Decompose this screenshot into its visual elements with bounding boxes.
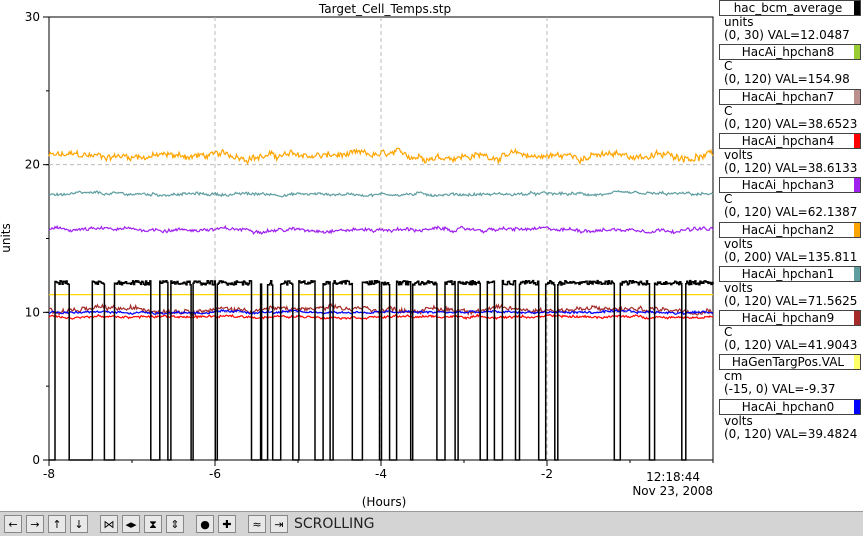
compress-vertical-icon: ⇕ — [170, 517, 180, 531]
zoom-out-icon: ● — [200, 517, 210, 531]
y-tick-label: 20 — [25, 158, 40, 172]
scrolling-status: SCROLLING — [294, 516, 375, 532]
legend-entry-range: (0, 200) VAL=135.811 — [724, 249, 858, 264]
scroll-up-button[interactable]: ↑ — [48, 515, 66, 533]
legend-entry-range: (0, 120) VAL=41.9043 — [724, 338, 858, 353]
legend-entry-name: HacAi_hpchan9 — [719, 310, 861, 327]
x-axis-label: (Hours) — [362, 495, 407, 509]
expand-vertical-button[interactable]: ⧗ — [144, 515, 162, 533]
legend-entry[interactable]: HacAi_hpchan2 volts (0, 200) VAL=135.811 — [718, 221, 863, 266]
legend-entry[interactable]: HacAi_hpchan7 C (0, 120) VAL=38.6523 — [718, 88, 863, 133]
legend-entry-units: C — [724, 103, 733, 118]
legend-entry[interactable]: HacAi_hpchan1 volts (0, 120) VAL=71.5625 — [718, 265, 863, 310]
legend-entry[interactable]: HacAi_hpchan3 C (0, 120) VAL=62.1387 — [718, 177, 863, 221]
legend-entry-range: (0, 120) VAL=38.6133 — [724, 160, 858, 175]
legend-entry-name: HacAi_hpchan1 — [719, 265, 861, 282]
scroll-down-icon: ↓ — [74, 517, 84, 531]
scroll-left-icon: ← — [8, 517, 18, 531]
y-tick-label: 30 — [25, 10, 40, 24]
legend-entry-units: cm — [724, 369, 743, 384]
legend-entry-units: C — [724, 325, 733, 340]
x-tick-label: -6 — [209, 467, 221, 481]
legend-entry-range: (0, 120) VAL=154.98 — [724, 72, 850, 87]
legend-entry-name: hac_bcm_average — [719, 0, 861, 16]
legend-entry-units: volts — [724, 147, 753, 162]
x-tick-label: -4 — [375, 467, 387, 481]
zoom-in-button[interactable]: ✚ — [218, 515, 236, 533]
legend-entry-range: (0, 120) VAL=71.5625 — [724, 293, 858, 308]
legend-entry[interactable]: HaGenTargPos.VAL cm (-15, 0) VAL=-9.37 — [718, 354, 863, 398]
compress-horizontal-icon: ◂▸ — [125, 517, 137, 531]
legend-entry-range: (0, 120) VAL=38.6523 — [724, 116, 858, 131]
chart-area[interactable]: Target_Cell_Temps.stp units (Hours) 12:1… — [0, 0, 718, 511]
zoom-out-button[interactable]: ● — [196, 515, 214, 533]
autoscale-icon: ≈ — [252, 517, 262, 531]
legend-entry-range: (0, 120) VAL=39.4824 — [724, 426, 858, 441]
scroll-right-icon: → — [30, 517, 40, 531]
legend-entry[interactable]: HacAi_hpchan8 C (0, 120) VAL=154.98 — [718, 44, 863, 88]
legend-entry-name: HacAi_hpchan8 — [719, 44, 861, 61]
legend-entry-range: (-15, 0) VAL=-9.37 — [724, 382, 836, 397]
latest-data-button[interactable]: ⇥ — [270, 515, 288, 533]
legend-entry-range: (0, 120) VAL=62.1387 — [724, 205, 858, 220]
y-tick-label: 10 — [25, 305, 40, 319]
y-axis-label: units — [0, 223, 13, 253]
x-tick-label: -2 — [541, 467, 553, 481]
chart-title: Target_Cell_Temps.stp — [318, 2, 451, 16]
legend-entry-name: HaGenTargPos.VAL — [719, 354, 861, 371]
legend-entry[interactable]: HacAi_hpchan9 C (0, 120) VAL=41.9043 — [718, 310, 863, 354]
latest-data-icon: ⇥ — [274, 517, 284, 531]
series-line — [48, 147, 714, 166]
scroll-down-button[interactable]: ↓ — [70, 515, 88, 533]
scroll-left-button[interactable]: ← — [4, 515, 22, 533]
expand-horizontal-button[interactable]: ⋈ — [100, 515, 118, 533]
timestamp-time: 12:18:44 — [646, 470, 700, 484]
legend-entry-name: HacAi_hpchan2 — [719, 221, 861, 238]
toolbar: ← → ↑ ↓ ⋈ ◂▸ ⧗ ⇕ ● ✚ ≈ ⇥ SCROLLING — [0, 511, 863, 536]
compress-horizontal-button[interactable]: ◂▸ — [122, 515, 140, 533]
autoscale-button[interactable]: ≈ — [248, 515, 266, 533]
legend-entry-units: volts — [724, 236, 753, 251]
series-line — [48, 224, 714, 235]
legend-entry-units: C — [724, 192, 733, 207]
legend-entry-range: (0, 30) VAL=12.0487 — [724, 28, 850, 42]
legend-entry[interactable]: HacAi_hpchan0 volts (0, 120) VAL=39.4824 — [718, 398, 863, 443]
legend-entry-name: HacAi_hpchan3 — [719, 177, 861, 194]
legend-entry-name: HacAi_hpchan7 — [719, 88, 861, 105]
legend: hac_bcm_average units (0, 30) VAL=12.0487 H… — [718, 0, 863, 510]
scroll-right-button[interactable]: → — [26, 515, 44, 533]
series-line — [49, 279, 714, 461]
legend-entry-units: volts — [724, 413, 753, 428]
legend-entry-name: HacAi_hpchan0 — [719, 398, 861, 415]
legend-entry[interactable]: hac_bcm_average units (0, 30) VAL=12.0487 — [718, 0, 863, 44]
legend-entry[interactable]: HacAi_hpchan4 volts (0, 120) VAL=38.6133 — [718, 132, 863, 177]
legend-entry-units: volts — [724, 280, 753, 295]
legend-entry-units: units — [724, 15, 754, 29]
series-line — [48, 189, 714, 198]
expand-horizontal-icon: ⋈ — [103, 517, 115, 531]
legend-entry-units: C — [724, 59, 733, 74]
compress-vertical-button[interactable]: ⇕ — [166, 515, 184, 533]
expand-vertical-icon: ⧗ — [149, 517, 157, 531]
legend-entry-name: HacAi_hpchan4 — [719, 132, 861, 149]
y-tick-label: 0 — [32, 453, 40, 467]
zoom-in-icon: ✚ — [222, 517, 232, 531]
scroll-up-icon: ↑ — [52, 517, 62, 531]
timestamp-date: Nov 23, 2008 — [632, 484, 713, 498]
x-tick-label: -8 — [43, 467, 55, 481]
